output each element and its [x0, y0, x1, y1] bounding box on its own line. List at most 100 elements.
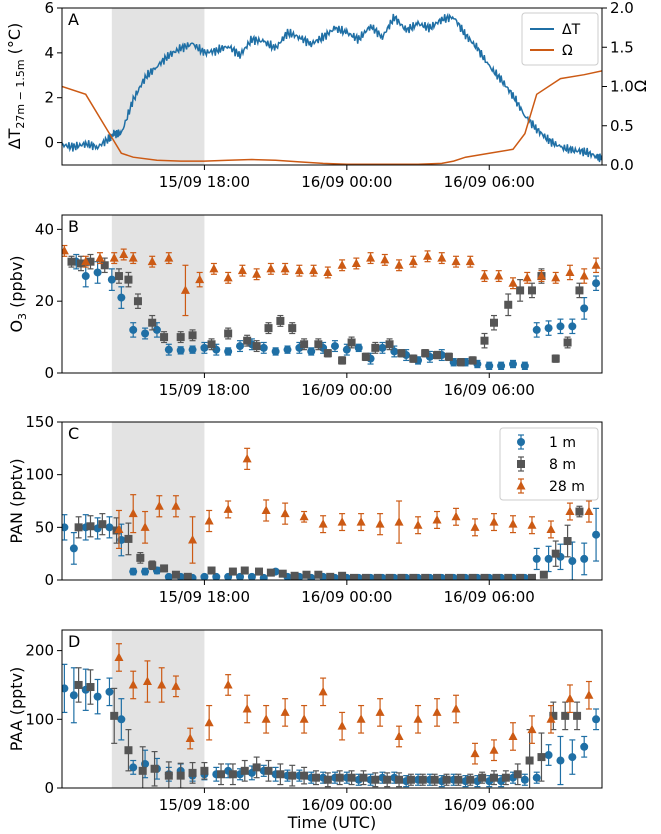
data-point — [516, 573, 525, 580]
marker-square — [371, 775, 380, 784]
marker-square — [133, 297, 142, 306]
marker-triangle — [465, 256, 475, 266]
data-point — [243, 334, 252, 347]
ytick-label: 40 — [35, 220, 54, 238]
marker-square — [430, 775, 439, 784]
marker-square — [266, 568, 275, 577]
data-point — [421, 573, 430, 580]
data-point — [516, 279, 525, 302]
marker-circle — [62, 684, 69, 693]
data-point — [129, 567, 138, 576]
data-point — [164, 761, 173, 788]
marker-square — [406, 775, 415, 784]
marker-triangle — [356, 517, 366, 526]
xticks-a: 15/09 18:00 16/09 00:00 16/09 06:00 — [159, 165, 535, 191]
marker-circle — [188, 345, 197, 354]
marker-square — [359, 773, 368, 782]
data-point — [575, 282, 584, 299]
marker-triangle — [318, 519, 328, 528]
data-point — [451, 694, 461, 724]
xticks-d: 15/09 18:00 16/09 00:00 16/09 06:00 — [159, 788, 535, 814]
data-point — [504, 573, 513, 580]
marker-square — [110, 711, 119, 720]
marker-circle — [307, 347, 316, 356]
legend-c-marker-1 — [517, 434, 525, 450]
data-point — [466, 773, 475, 786]
marker-square — [525, 756, 534, 765]
marker-circle — [532, 773, 541, 782]
marker-square — [490, 773, 498, 782]
marker-square — [240, 766, 249, 775]
marker-square — [276, 770, 285, 779]
marker-circle — [568, 557, 577, 566]
data-point — [290, 571, 299, 580]
marker-square — [504, 573, 513, 580]
marker-square — [160, 564, 169, 573]
marker-square — [575, 286, 584, 295]
marker-square — [347, 338, 356, 347]
panel-letter-a: A — [68, 10, 79, 29]
marker-square — [539, 570, 548, 579]
data-point — [207, 566, 216, 575]
data-point — [551, 354, 560, 363]
data-point — [207, 338, 216, 351]
data-point — [409, 573, 418, 580]
marker-square — [240, 566, 249, 575]
data-point — [354, 343, 363, 353]
data-point — [150, 750, 159, 787]
marker-circle — [508, 360, 517, 369]
marker-triangle — [95, 253, 105, 262]
data-point — [361, 352, 370, 362]
data-point — [242, 447, 252, 470]
marker-triangle — [366, 253, 376, 262]
data-point — [432, 510, 442, 529]
data-point — [188, 761, 197, 784]
marker-triangle — [337, 517, 347, 526]
marker-triangle — [164, 253, 174, 262]
data-point — [280, 262, 290, 275]
data-point — [456, 573, 465, 580]
plot-a — [62, 12, 602, 165]
xticks-c: 15/09 18:00 16/09 00:00 16/09 06:00 — [159, 580, 535, 606]
marker-circle — [236, 342, 245, 351]
data-point — [223, 500, 233, 519]
data-point — [563, 336, 572, 349]
marker-circle — [520, 775, 529, 784]
data-point — [318, 515, 328, 534]
marker-square — [468, 356, 477, 365]
ytick-label: 100 — [25, 466, 54, 484]
marker-circle — [485, 361, 494, 370]
xtick-label: 16/09 00:00 — [301, 173, 392, 191]
marker-triangle — [432, 514, 442, 524]
marker-triangle — [223, 272, 233, 282]
marker-triangle — [294, 265, 304, 275]
data-point — [142, 660, 152, 703]
marker-square — [264, 766, 273, 775]
data-point — [532, 547, 541, 571]
marker-triangle — [494, 271, 504, 280]
data-point — [242, 694, 252, 724]
data-point — [536, 270, 546, 283]
marker-triangle — [508, 519, 518, 528]
marker-circle — [69, 691, 78, 700]
yticks-b: 0 20 40 — [35, 220, 62, 382]
data-point — [171, 675, 181, 698]
marker-triangle — [62, 245, 69, 255]
marker-square — [290, 571, 299, 580]
data-point — [237, 264, 247, 277]
data-point — [86, 253, 95, 270]
marker-square — [114, 272, 123, 281]
marker-circle — [556, 756, 565, 765]
data-point — [497, 361, 506, 371]
marker-triangle — [375, 707, 385, 716]
data-point — [361, 573, 370, 580]
marker-square — [74, 523, 83, 532]
plot-b — [62, 244, 601, 371]
data-point — [74, 516, 83, 539]
data-point — [490, 770, 498, 786]
data-point — [314, 570, 323, 579]
data-point — [409, 354, 418, 363]
marker-triangle — [470, 748, 480, 758]
data-point — [280, 502, 290, 525]
marker-circle — [271, 347, 280, 356]
